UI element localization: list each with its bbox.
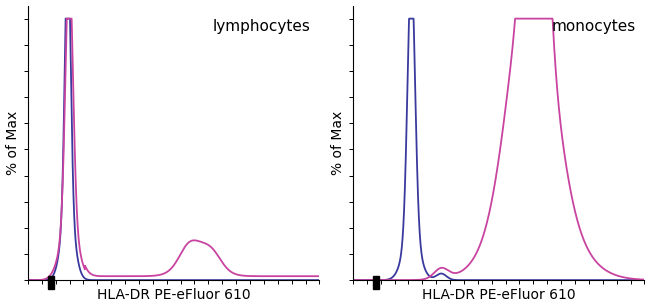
X-axis label: HLA-DR PE-eFluor 610: HLA-DR PE-eFluor 610 xyxy=(97,289,250,302)
Bar xyxy=(48,276,54,289)
Bar xyxy=(373,276,379,289)
Text: monocytes: monocytes xyxy=(551,19,636,34)
Y-axis label: % of Max: % of Max xyxy=(6,111,20,175)
X-axis label: HLA-DR PE-eFluor 610: HLA-DR PE-eFluor 610 xyxy=(422,289,575,302)
Y-axis label: % of Max: % of Max xyxy=(331,111,345,175)
Text: lymphocytes: lymphocytes xyxy=(213,19,311,34)
